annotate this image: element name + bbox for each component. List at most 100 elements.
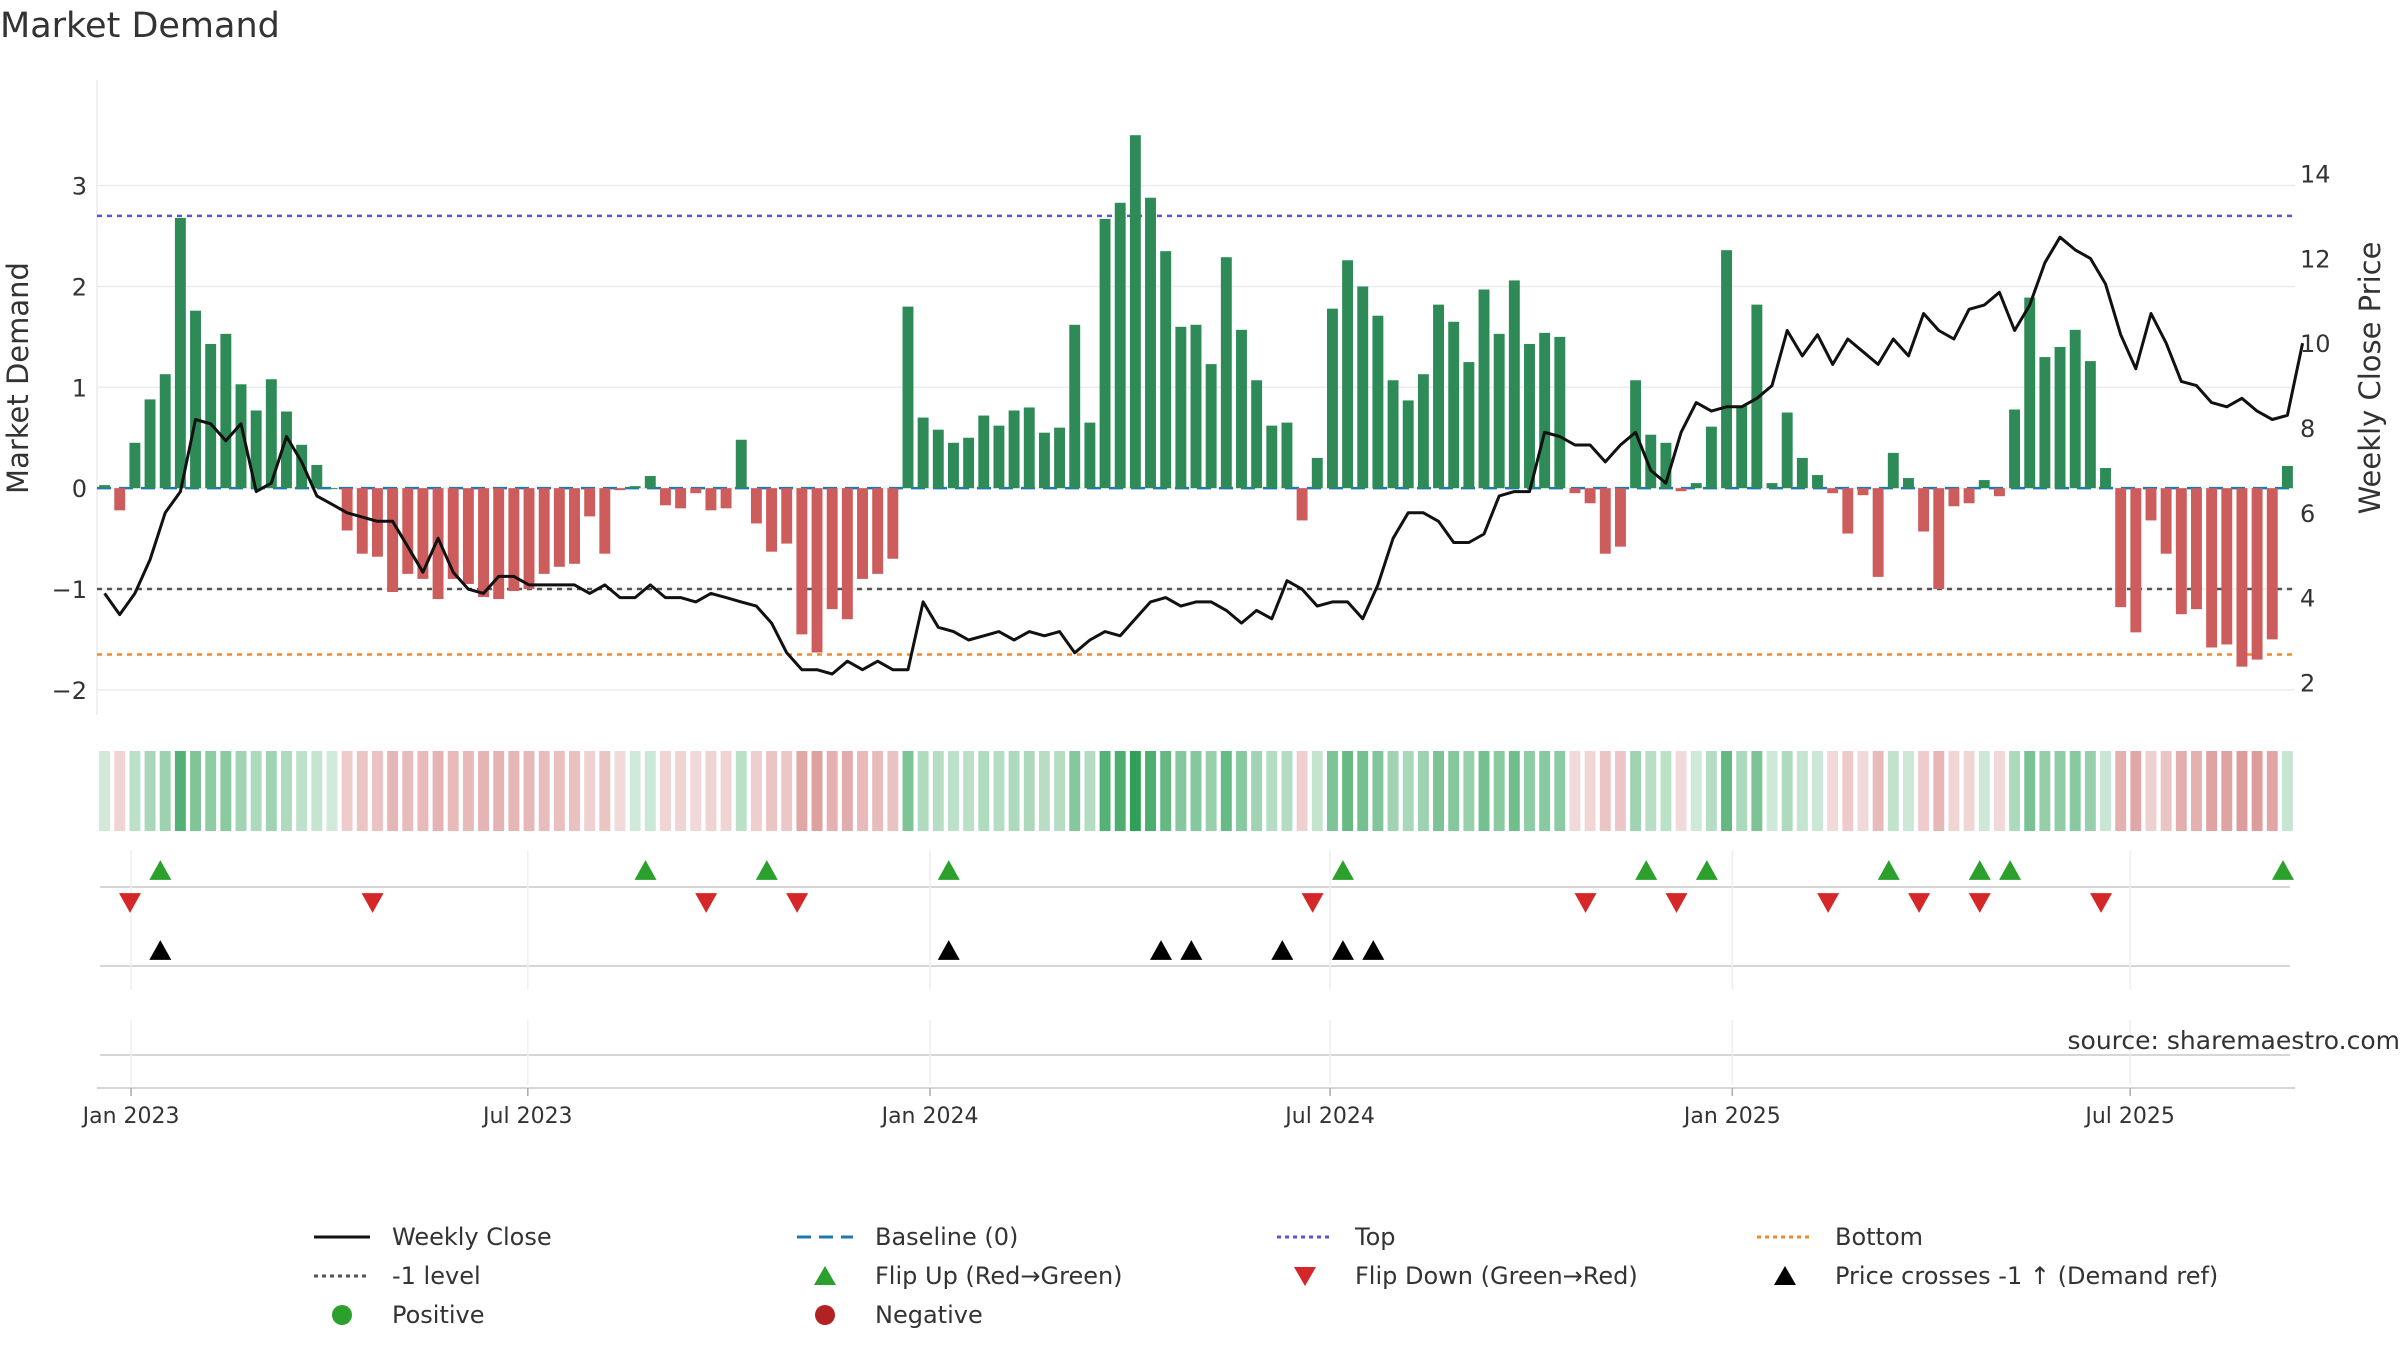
heat-cell [1311, 751, 1323, 831]
heat-cell [2084, 751, 2096, 831]
heat-cell [1205, 751, 1217, 831]
flip-down-marker [1908, 893, 1931, 913]
heat-cell [387, 751, 399, 831]
flip-down-marker [1301, 893, 1324, 913]
demand-bar [1918, 488, 1930, 532]
demand-bar [1069, 324, 1081, 489]
heat-cell [1387, 751, 1399, 831]
demand-bar [1038, 432, 1050, 489]
heat-cell [417, 751, 429, 831]
y-ticks: −2 −1 0 1 2 3 [52, 173, 87, 705]
heat-cell [1857, 751, 1869, 831]
heat-cell [978, 751, 990, 831]
demand-bar [1872, 488, 1884, 577]
heat-cell [1963, 751, 1975, 831]
heat-cell [1296, 751, 1308, 831]
demand-bar [1342, 260, 1354, 489]
demand-bar [159, 374, 171, 489]
heat-cell [1357, 751, 1369, 831]
flip-down-marker [786, 893, 809, 913]
demand-bar [1236, 329, 1247, 489]
demand-bar [2206, 488, 2218, 648]
demand-bar [629, 486, 641, 489]
demand-bar [1599, 488, 1611, 554]
heat-cell [1660, 751, 1672, 831]
flip-up-marker [634, 860, 657, 880]
heat-cell [1766, 751, 1778, 831]
heat-cell [841, 751, 853, 831]
demand-bar [402, 488, 414, 574]
heat-cell [872, 751, 884, 831]
heat-cell [690, 751, 702, 831]
heat-cell [2160, 751, 2172, 831]
demand-bar [2266, 488, 2278, 640]
heat-cell [1054, 751, 1066, 831]
demand-bar [341, 488, 353, 531]
heat-cell [174, 751, 186, 831]
heat-cell [584, 751, 596, 831]
demand-bar [659, 488, 671, 506]
heat-cell [887, 751, 899, 831]
demand-bar [1433, 304, 1444, 489]
heat-cell [2221, 751, 2233, 831]
heat-cell [553, 751, 565, 831]
heat-cell [296, 751, 308, 831]
heat-cell [720, 751, 732, 831]
heat-cell [1539, 751, 1551, 831]
y2-tick-label: 8 [2300, 415, 2315, 443]
demand-bar [1963, 488, 1975, 504]
demand-bar [265, 379, 277, 489]
flip-up-marker [149, 860, 172, 880]
demand-bar [493, 488, 505, 600]
flip-up-marker [1635, 860, 1658, 880]
demand-bar [750, 488, 762, 524]
x-tick-label: Jan 2025 [1682, 1104, 1781, 1129]
heat-cell [1842, 751, 1854, 831]
demand-bar [1220, 257, 1232, 489]
demand-bar [690, 488, 702, 494]
heat-cell [2145, 751, 2157, 831]
demand-bar [1554, 336, 1566, 489]
demand-bar [508, 488, 520, 592]
heat-cell [1569, 751, 1581, 831]
heat-cell [129, 751, 141, 831]
heat-cell [508, 751, 520, 831]
demand-bar [1660, 442, 1672, 489]
heat-cell [99, 751, 111, 831]
demand-bar [766, 488, 778, 552]
demand-bar [2191, 488, 2202, 610]
demand-bar [1493, 333, 1505, 489]
heat-cell [341, 751, 353, 831]
demand-bar [2130, 488, 2142, 633]
demand-heat-strip [99, 751, 2293, 831]
heat-cell [1236, 751, 1247, 831]
heat-cell [1614, 751, 1626, 831]
heat-cell [1114, 751, 1126, 831]
heat-cell [963, 751, 975, 831]
heat-cell [402, 751, 414, 831]
demand-bar [538, 488, 550, 574]
heat-cell [159, 751, 171, 831]
demand-bar [205, 343, 217, 489]
demand-bar [811, 488, 823, 653]
heat-cell [735, 751, 747, 831]
heat-cell [493, 751, 505, 831]
heat-cell [1584, 751, 1596, 831]
heat-cell [1266, 751, 1278, 831]
demand-bar [99, 485, 111, 489]
demand-bar [1205, 364, 1217, 489]
demand-bar [281, 411, 292, 489]
flip-up-marker [2272, 860, 2294, 880]
demand-bar [2160, 488, 2172, 554]
x-tick-label: Jan 2024 [880, 1104, 979, 1129]
price-cross-marker [937, 940, 960, 960]
demand-bar [1902, 478, 1914, 489]
demand-bar [1796, 457, 1808, 489]
demand-bar [857, 488, 868, 579]
heat-cell [2054, 751, 2066, 831]
demand-bar [2115, 488, 2127, 608]
demand-bar [841, 488, 853, 620]
demand-bar [1266, 425, 1278, 489]
heat-cell [205, 751, 217, 831]
